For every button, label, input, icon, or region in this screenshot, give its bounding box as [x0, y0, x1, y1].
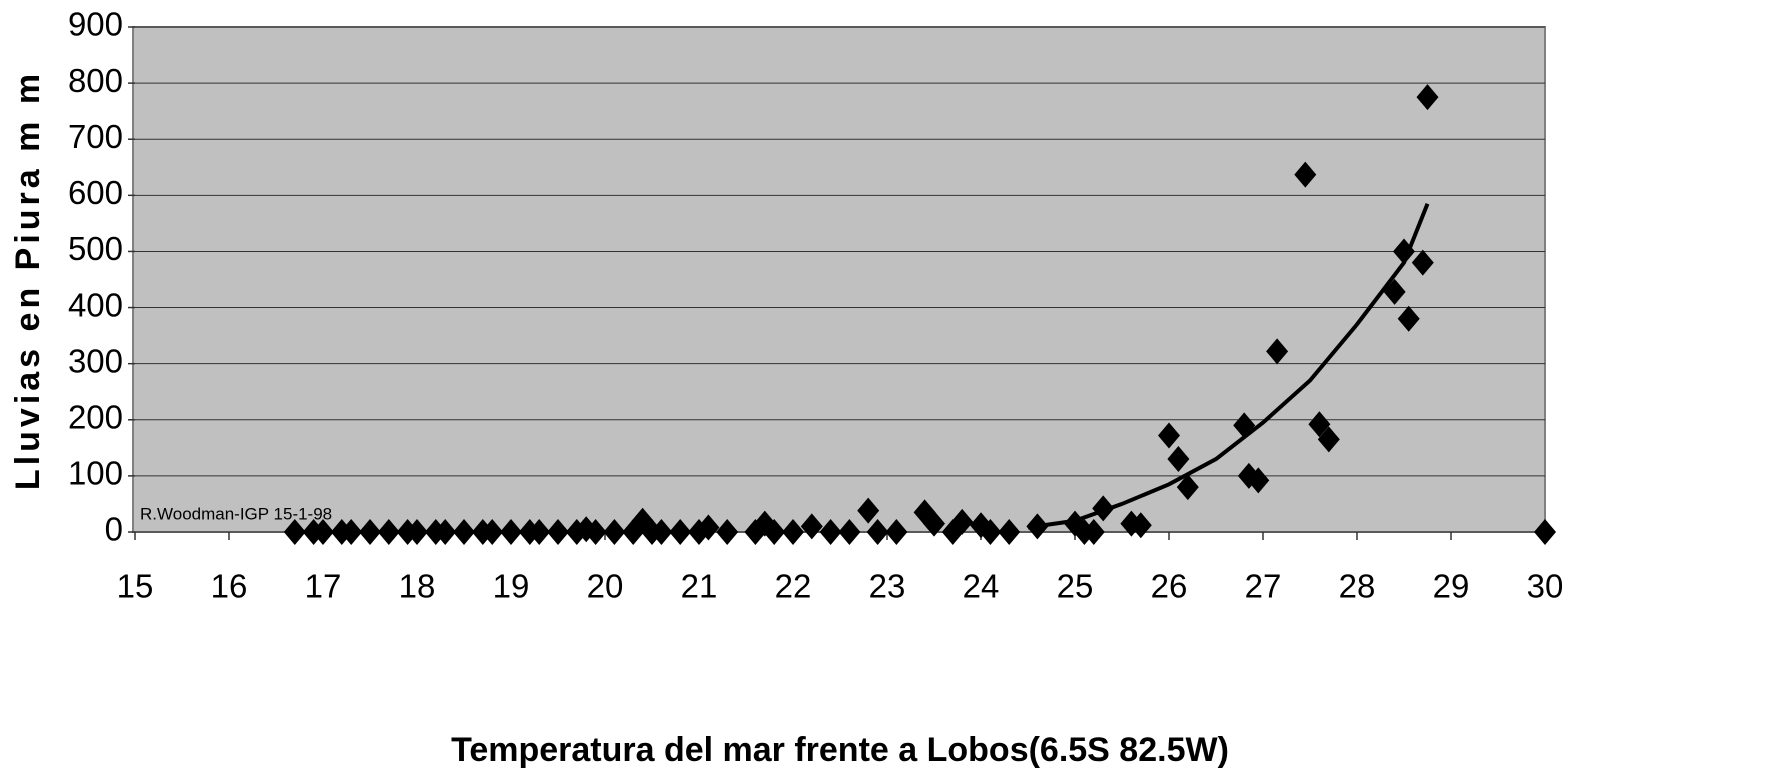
point: [1317, 426, 1340, 453]
point: [377, 519, 400, 545]
y-tick-label: 800: [68, 62, 123, 99]
point: [1534, 519, 1556, 545]
point: [979, 519, 1002, 545]
point: [1383, 278, 1406, 305]
point: [857, 497, 880, 524]
point: [763, 519, 786, 545]
point: [1308, 411, 1331, 438]
plot-area: [132, 26, 1546, 533]
point: [1129, 512, 1152, 539]
x-tick-label: 17: [305, 568, 342, 605]
point: [312, 519, 334, 545]
y-tick-label: 900: [68, 6, 123, 43]
point: [1092, 495, 1115, 522]
point: [951, 508, 974, 535]
point: [697, 514, 720, 541]
point: [340, 519, 363, 545]
x-axis-label: Temperatura del mar frente a Lobos(6.5S …: [451, 731, 1229, 769]
point: [603, 519, 626, 545]
x-tick-label: 20: [587, 568, 624, 605]
point: [1233, 412, 1256, 439]
point: [650, 519, 673, 545]
point: [500, 519, 522, 545]
point: [1158, 422, 1180, 449]
x-tick-label: 19: [493, 568, 530, 605]
point: [453, 519, 475, 545]
y-tick-label: 0: [105, 511, 123, 548]
point: [819, 519, 842, 545]
point: [1082, 519, 1105, 545]
point: [1416, 84, 1439, 111]
x-tick-label: 23: [869, 568, 906, 605]
y-tick-label: 700: [68, 118, 123, 155]
point: [528, 519, 551, 545]
point: [406, 519, 428, 545]
x-tick-label: 28: [1339, 568, 1376, 605]
point: [1167, 446, 1190, 473]
y-tick-label: 300: [68, 342, 123, 379]
point: [283, 519, 306, 545]
point: [584, 519, 607, 545]
point: [885, 519, 908, 545]
point: [669, 519, 692, 545]
x-tick-label: 30: [1527, 568, 1564, 605]
point: [923, 510, 945, 537]
x-tick-label: 21: [681, 568, 718, 605]
point: [1176, 474, 1199, 501]
point: [1026, 513, 1049, 540]
point: [838, 519, 861, 545]
x-tick-label: 18: [399, 568, 436, 605]
x-tick-label: 16: [211, 568, 248, 605]
point: [800, 513, 823, 540]
point: [1393, 238, 1415, 265]
point: [434, 519, 457, 545]
point: [782, 519, 804, 545]
point: [1411, 249, 1434, 276]
y-tick-label: 400: [68, 286, 123, 323]
x-tick-label: 24: [963, 568, 1000, 605]
y-tick-label: 200: [68, 398, 123, 435]
x-tick-label: 25: [1057, 568, 1094, 605]
point: [866, 519, 889, 545]
annotation: R.Woodman-IGP 15-1-98: [140, 504, 332, 523]
point: [1247, 467, 1270, 494]
point: [1397, 305, 1420, 332]
point: [998, 519, 1021, 545]
y-tick-label: 100: [68, 455, 123, 492]
y-tick-label: 600: [68, 174, 123, 211]
point: [481, 519, 504, 545]
point: [547, 519, 569, 545]
x-tick-label: 29: [1433, 568, 1470, 605]
point: [716, 519, 739, 545]
point: [359, 519, 381, 545]
x-tick-label: 27: [1245, 568, 1282, 605]
x-tick-label: 22: [775, 568, 812, 605]
point: [1294, 161, 1317, 188]
y-tick-label: 500: [68, 230, 123, 267]
y-axis-label: Lluvias en Piura m m: [9, 70, 47, 490]
x-tick-label: 15: [117, 568, 154, 605]
x-tick-label: 26: [1151, 568, 1188, 605]
point: [1266, 338, 1289, 365]
